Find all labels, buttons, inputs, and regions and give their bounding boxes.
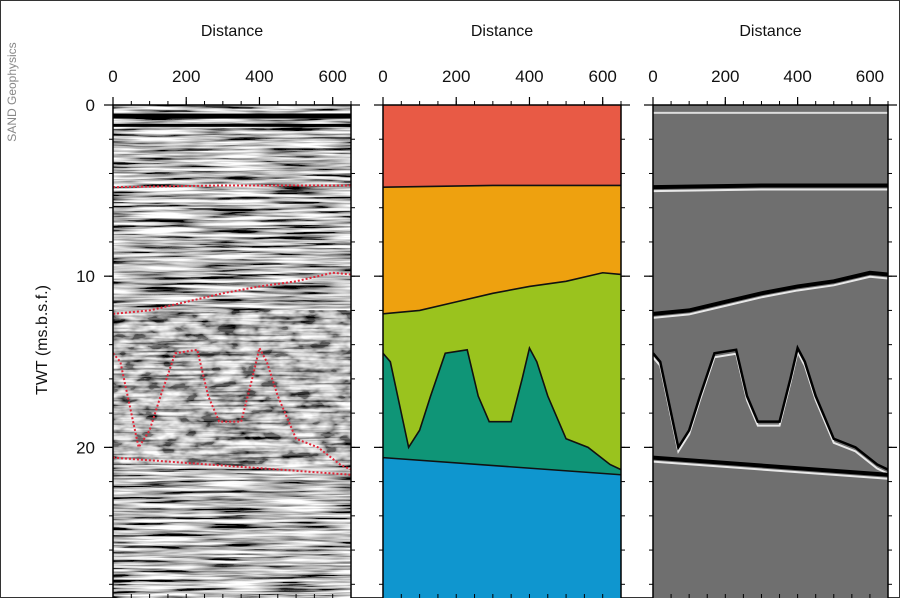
seafloor	[113, 113, 351, 119]
seafloor	[113, 123, 351, 127]
horizon	[113, 271, 351, 315]
horizon-white	[653, 460, 888, 480]
y-axis-label: TWT (ms.b.s.f.)	[34, 285, 51, 395]
horizon	[653, 183, 888, 190]
y-tick-label: 0	[86, 96, 95, 115]
x-tick-label: 0	[378, 67, 387, 86]
y-tick-label: 20	[76, 438, 95, 457]
seismic-chaotic	[113, 310, 351, 465]
horizon	[653, 344, 888, 471]
horizon-white	[653, 275, 888, 319]
x-tick-label: 600	[319, 67, 347, 86]
x-axis-label: Distance	[739, 23, 801, 40]
horizon	[653, 270, 888, 316]
panel	[113, 105, 351, 598]
x-tick-label: 200	[442, 67, 470, 86]
x-tick-label: 400	[515, 67, 543, 86]
x-tick-label: 200	[711, 67, 739, 86]
x-tick-label: 600	[856, 67, 884, 86]
panel	[653, 105, 888, 598]
x-tick-label: 400	[245, 67, 273, 86]
horizon	[113, 184, 351, 189]
x-tick-label: 200	[172, 67, 200, 86]
panel	[383, 105, 621, 598]
x-tick-label: 0	[108, 67, 117, 86]
horizon	[653, 455, 888, 477]
panels: Distance 0 200 400 600 0 10 20 TWT (ms.b.s.f.) Di…	[34, 23, 897, 598]
panel-border	[652, 104, 889, 598]
layer	[383, 457, 621, 598]
y-tick-label: 10	[76, 267, 95, 286]
horizon	[113, 345, 351, 471]
horizon	[383, 345, 621, 471]
horizon-white	[653, 349, 888, 475]
x-tick-label: 600	[589, 67, 617, 86]
synthetic-image	[653, 105, 888, 598]
x-axis-label: Distance	[471, 23, 533, 40]
horizon-white	[653, 188, 888, 193]
horizon	[383, 184, 621, 188]
seafloor	[653, 111, 888, 114]
credit: SAND Geophysics	[5, 42, 19, 141]
x-tick-label: 400	[783, 67, 811, 86]
x-tick-label: 0	[648, 67, 657, 86]
horizon	[383, 456, 621, 476]
panel-border	[382, 104, 622, 598]
panel-border	[112, 104, 352, 598]
horizon	[383, 271, 621, 315]
x-axis-label: Distance	[201, 23, 263, 40]
